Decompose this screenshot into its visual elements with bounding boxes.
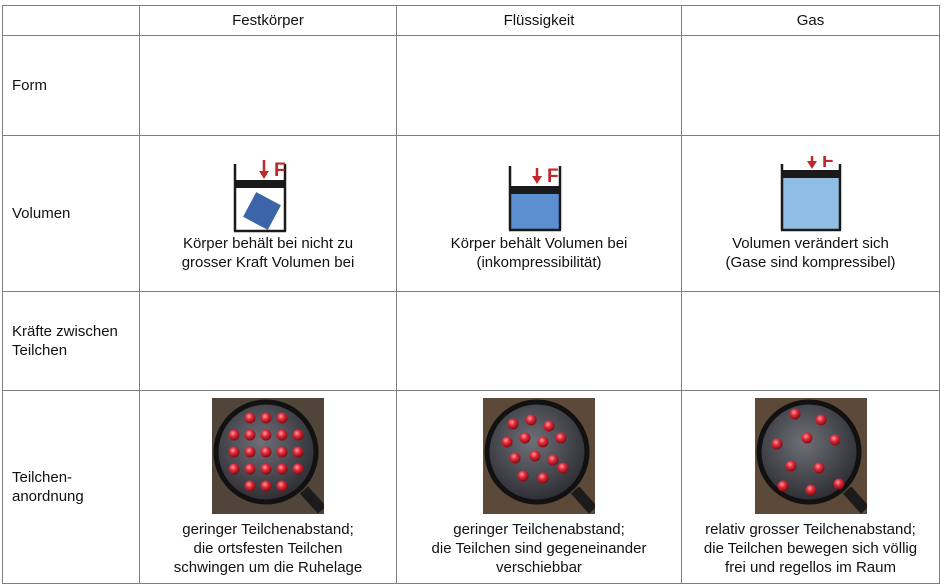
particle-dot [525,414,537,425]
row-form: Form [2,35,940,136]
magnifier-liquid-icon [483,397,595,514]
caption-line: die Teilchen sind gegeneinander [431,539,647,557]
caption-line: verschiebbar [496,558,582,576]
caption-line: die ortsfesten Teilchen [193,539,343,557]
caption-line: Volumen verändert sich [732,234,889,252]
particle-dot [276,463,288,474]
particle-dot [244,446,256,457]
particle-dot [547,454,559,465]
caption-line: relativ grosser Teilchenabstand; [705,520,916,538]
magnifier-gas-icon [754,397,867,514]
piston-container-gas-icon: F [780,155,841,231]
particle-dot [507,418,519,429]
caption-line: frei und regellos im Raum [725,558,896,576]
row-label-line: anordnung [12,488,84,505]
caption-line: die Teilchen bewegen sich völlig [703,539,918,557]
cell-form-festkoerper [139,35,397,136]
particle-dot [260,446,272,457]
particle-dot [829,434,840,445]
row-label-line: Teilchen- [12,469,73,486]
particle-dot [260,429,272,440]
particle-dot [501,436,513,447]
particle-dot [260,412,272,423]
particle-dot [228,463,240,474]
caption-line: schwingen um die Ruhelage [173,558,363,576]
particle-dot [509,452,521,463]
states-of-matter-table: Festkörper Flüssigkeit Gas Form Volumen … [2,5,940,584]
particle-dot [517,470,529,481]
particle-dot [292,446,304,457]
row-label-line: Kräfte zwischen [12,323,118,340]
cell-anordnung-festkoerper: geringer Teilchenabstand; die ortsfesten… [139,390,397,584]
particle-dot [813,462,824,473]
particle-dot [292,429,304,440]
column-header-fluessigkeit: Flüssigkeit [396,5,682,36]
row-label-kraefte: Kräfte zwischen Teilchen [2,291,140,391]
particle-dot [777,480,788,491]
particle-dot [228,446,240,457]
row-label-anordnung: Teilchen- anordnung [2,390,140,584]
particle-dot [543,420,555,431]
row-kraefte: Kräfte zwischen Teilchen [2,291,940,391]
particle-dot [276,480,288,491]
particle-dot [260,463,272,474]
row-label-volumen: Volumen [2,135,140,292]
particle-dot [833,478,844,489]
particle-dot [276,429,288,440]
particle-dot [244,480,256,491]
particle-dot [771,438,782,449]
particle-dot [785,460,796,471]
force-label: F [547,166,559,187]
particle-dot [529,450,541,461]
particle-dot [519,432,531,443]
particle-dot [537,436,549,447]
piston-container-liquid-icon: F [508,165,562,231]
caption-line: geringer Teilchenabstand; [182,520,354,538]
particle-dot [244,429,256,440]
column-header-gas: Gas [681,5,940,36]
header-row: Festkörper Flüssigkeit Gas [2,5,940,36]
cell-form-gas [681,35,940,136]
particle-dot [537,472,549,483]
particle-dot [555,432,567,443]
particle-dot [557,462,569,473]
particle-dot [260,480,272,491]
cell-form-fluessigkeit [396,35,682,136]
row-label-form: Form [2,35,140,136]
cell-volumen-fluessigkeit: F Körper behält Volumen bei (inkompressi… [396,135,682,292]
particle-dot [276,412,288,423]
cell-kraefte-festkoerper [139,291,397,391]
particle-dot [789,408,800,419]
cell-anordnung-gas: relativ grosser Teilchenabstand; die Tei… [681,390,940,584]
particle-dot [244,412,256,423]
particle-dot [276,446,288,457]
particle-dot [244,463,256,474]
cell-volumen-gas: F Volumen verändert sich (Gase sind komp… [681,135,940,292]
caption-line: Körper behält bei nicht zu [182,234,354,252]
row-volumen: Volumen F Körper behält bei nicht zu gro… [2,135,940,292]
particle-dot [805,484,816,495]
row-anordnung: Teilchen- anordnung geringer Te [2,390,940,584]
particle-dot [801,432,812,443]
particle-dot [228,429,240,440]
column-header-festkoerper: Festkörper [139,5,397,36]
cell-anordnung-fluessigkeit: geringer Teilchenabstand; die Teilchen s… [396,390,682,584]
cell-kraefte-gas [681,291,940,391]
magnifier-solid-icon [212,397,324,514]
corner-cell [2,5,140,36]
force-label: F [822,156,834,172]
particle-dot [815,414,826,425]
caption-line: (inkompressibilität) [476,253,602,271]
caption-line: grosser Kraft Volumen bei [181,253,355,271]
force-label: F [274,160,286,181]
cell-volumen-festkoerper: F Körper behält bei nicht zu grosser Kra… [139,135,397,292]
caption-line: geringer Teilchenabstand; [453,520,625,538]
piston-container-solid-icon: F [233,159,287,232]
row-label-line: Teilchen [12,342,68,359]
caption-line: (Gase sind kompressibel) [725,253,896,271]
particle-dot [292,463,304,474]
caption-line: Körper behält Volumen bei [450,234,628,252]
cell-kraefte-fluessigkeit [396,291,682,391]
